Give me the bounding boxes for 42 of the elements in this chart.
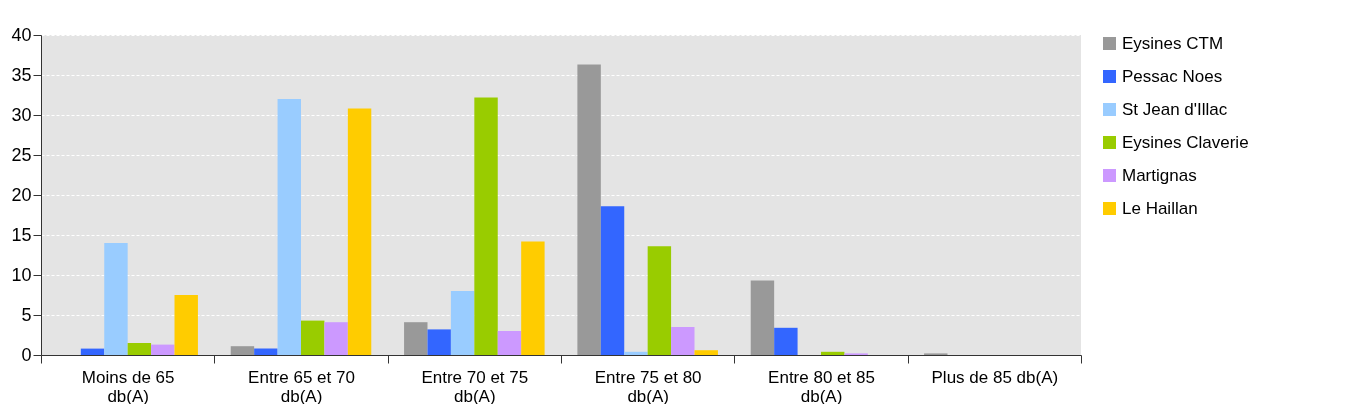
y-tick-label: 35 xyxy=(11,64,32,85)
y-tick-label: 30 xyxy=(11,104,32,125)
bar xyxy=(624,351,648,355)
legend-label: Martignas xyxy=(1122,165,1197,185)
y-tick-label: 10 xyxy=(11,264,32,285)
bar xyxy=(104,243,128,355)
y-tick-label: 40 xyxy=(11,24,32,45)
bar xyxy=(821,351,845,355)
bar xyxy=(174,295,198,355)
bar xyxy=(347,108,372,355)
legend-label: Eysines Claverie xyxy=(1122,132,1249,152)
legend-label: Pessac Noes xyxy=(1122,66,1223,86)
bar xyxy=(127,343,152,355)
bar xyxy=(324,322,348,355)
legend-label: St Jean d'Illac xyxy=(1122,99,1228,119)
bar xyxy=(404,322,428,355)
bar xyxy=(450,291,475,355)
bar xyxy=(254,348,278,355)
bar xyxy=(497,331,522,355)
x-tick-label: Plus de 85 db(A) xyxy=(931,367,1059,387)
bar xyxy=(694,350,718,355)
bar xyxy=(80,348,105,355)
bar xyxy=(774,327,798,355)
y-tick-label: 20 xyxy=(11,184,32,205)
legend-label: Eysines CTM xyxy=(1122,33,1224,53)
bar xyxy=(427,329,451,355)
bar xyxy=(301,320,325,355)
bar xyxy=(521,241,545,355)
bar xyxy=(151,344,175,355)
bar xyxy=(671,327,695,355)
bar xyxy=(277,99,301,355)
y-tick-label: 5 xyxy=(21,304,32,325)
bar xyxy=(474,97,498,355)
legend-label: Le Haillan xyxy=(1122,198,1198,218)
y-tick-label: 15 xyxy=(11,224,32,245)
bar xyxy=(600,206,625,355)
bar xyxy=(647,246,672,355)
bar xyxy=(230,346,255,355)
bar xyxy=(750,280,775,355)
y-tick-label: 0 xyxy=(21,344,32,365)
y-tick-label: 25 xyxy=(11,144,32,165)
bar xyxy=(577,64,601,355)
